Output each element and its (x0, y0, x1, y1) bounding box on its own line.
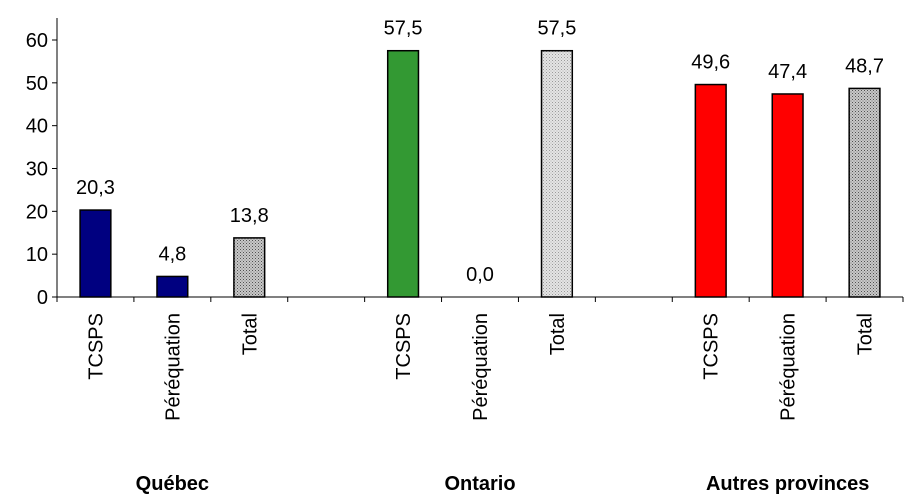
group-label: Québec (136, 473, 209, 495)
y-tick-label: 30 (26, 159, 48, 181)
bar (233, 237, 266, 298)
axes: 0 10 20 30 40 50 60 (26, 18, 904, 309)
y-tick-label: 60 (26, 30, 48, 52)
category-label: TCSPS (85, 313, 107, 380)
category-label: Péréquation (470, 313, 492, 421)
labels: 20,3 TCSPS 4,8 Péréquation 13,8 Total Québec 57… (76, 18, 884, 495)
bar (386, 49, 420, 298)
bar (540, 49, 574, 298)
y-tick-label: 40 (26, 116, 48, 138)
group-label: Autres provinces (706, 473, 869, 495)
category-label: Total (239, 313, 261, 355)
bar-value-label: 57,5 (537, 18, 576, 40)
bar-value-label: 13,8 (230, 205, 269, 227)
group-label: Ontario (444, 473, 515, 495)
y-tick-label: 10 (26, 244, 48, 266)
bar-value-label: 49,6 (691, 52, 730, 74)
bar-value-label: 20,3 (76, 177, 115, 199)
bar (848, 87, 881, 298)
category-label: Total (547, 313, 569, 355)
category-label: Total (855, 313, 877, 355)
category-label: TCSPS (701, 313, 723, 380)
bars (79, 49, 881, 298)
category-label: TCSPS (393, 313, 415, 380)
bar (156, 275, 189, 298)
bar-value-label: 47,4 (768, 61, 807, 83)
y-tick-label: 20 (26, 201, 48, 223)
bar-value-label: 4,8 (158, 243, 186, 265)
bar (771, 93, 804, 298)
bar (694, 83, 727, 298)
bar-value-label: 0,0 (466, 264, 494, 286)
bar-value-label: 57,5 (384, 18, 423, 40)
category-label: Péréquation (162, 313, 184, 421)
bar (79, 209, 112, 298)
category-label: Péréquation (778, 313, 800, 421)
y-tick-label: 0 (37, 287, 48, 309)
y-tick-label: 50 (26, 73, 48, 95)
bar-value-label: 48,7 (845, 55, 884, 77)
